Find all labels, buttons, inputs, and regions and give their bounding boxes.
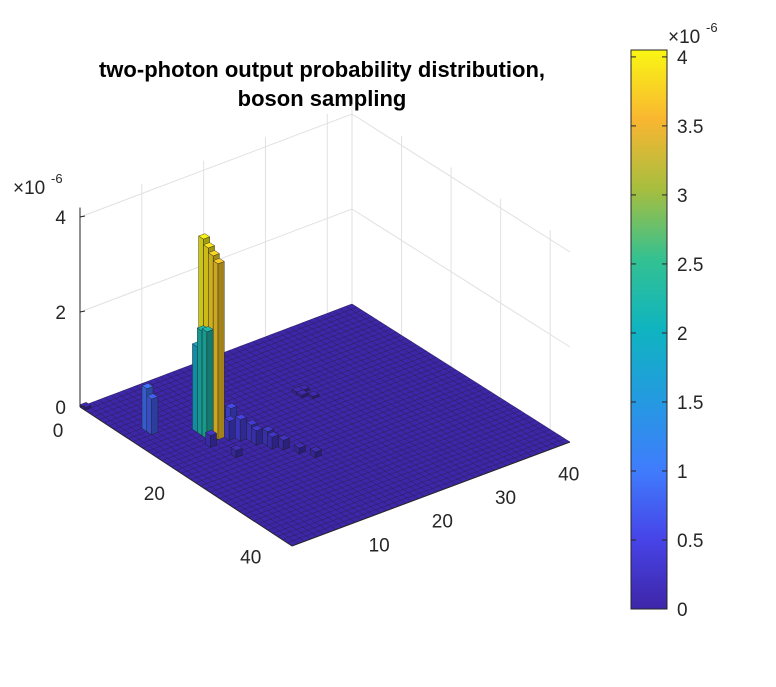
colorbar-scale: ×10 (668, 27, 700, 48)
bar-top-face (307, 390, 320, 397)
y-tick-label: 10 (369, 535, 390, 556)
bar-side-face (206, 329, 214, 440)
bar-top-face (245, 419, 258, 426)
bar-top-face (296, 389, 309, 396)
bar (293, 442, 306, 455)
bar-front-face (146, 395, 152, 436)
bar-front-face (246, 421, 252, 443)
colorbar-tick-label: 2.5 (677, 255, 703, 276)
bar (250, 425, 263, 446)
bar-top-face (207, 250, 220, 257)
bar-top-face (277, 434, 290, 441)
colorbar-tick-label: 3.5 (677, 117, 703, 138)
bar-front-face (201, 328, 208, 440)
y-tick-label: 40 (558, 464, 579, 485)
bar-side-face (217, 261, 225, 440)
bar-group (79, 233, 322, 459)
x-tick-label: 20 (144, 484, 165, 505)
z-tick-mark (79, 215, 86, 218)
z-tick-label: 2 (55, 303, 66, 324)
bar-top-face (201, 326, 214, 333)
bar-top-face (261, 425, 274, 432)
bar (309, 446, 322, 459)
bar (277, 434, 290, 451)
z-tick-label: 4 (55, 208, 66, 229)
z-tick-label: 0 (55, 398, 66, 419)
colorbar-scale-exponent: -6 (706, 20, 718, 35)
bar-top-face (309, 446, 322, 453)
axis-lines (79, 207, 571, 547)
colorbar-scale-base: 10 (679, 27, 700, 48)
bar-side-face (151, 396, 159, 435)
z-scale-factor: ×10 -6 (13, 171, 63, 199)
bar-top-face (146, 393, 159, 400)
colorbar-tick-label: 2 (677, 324, 688, 345)
bar-front-face (141, 385, 148, 432)
z-scale-exponent: -6 (51, 171, 63, 186)
colorbar-tick-label: 1.5 (677, 393, 703, 414)
bar-top-face (225, 402, 238, 409)
colorbar-gradient (630, 49, 668, 610)
title-line-1: two-photon output probability distributi… (99, 57, 545, 82)
y-tick-label: 30 (495, 488, 516, 509)
y-axis-line (291, 441, 571, 547)
colorbar-tick-label: 0.5 (677, 531, 703, 552)
bar (296, 389, 309, 399)
bar (212, 258, 225, 440)
bar-side-face (228, 418, 236, 441)
bar (146, 393, 159, 436)
colorbar-tick-label: 3 (677, 186, 688, 207)
bar-top-face (223, 415, 236, 422)
bar-side-face (239, 417, 247, 442)
bar (230, 444, 243, 459)
colorbar-times-sign: × (668, 27, 679, 48)
chart-title: two-photon output probability distributi… (99, 57, 545, 111)
bar (205, 429, 218, 448)
z-scale-base: 10 (24, 178, 45, 199)
bar-top-face (205, 429, 218, 436)
z-tick-mark (79, 310, 86, 313)
y-tick-label: 20 (432, 512, 453, 533)
colorbar-tick-label: 4 (677, 48, 688, 69)
x-tick-label: 40 (240, 547, 261, 568)
axes-grid (79, 104, 571, 443)
bar (307, 390, 320, 400)
bar-front-face (224, 417, 230, 441)
bar-top-face (293, 442, 306, 449)
z-times-sign: × (13, 178, 24, 199)
svg-text:×10: ×10 (13, 178, 45, 199)
z-tick-mark (79, 405, 86, 408)
bar-top-face (250, 425, 263, 432)
colorbar: 0 0.5 1 1.5 2 2.5 3 3.5 4 ×10 -6 (630, 20, 718, 621)
bar-top-face (234, 414, 247, 421)
bar-top-face (203, 242, 216, 249)
bar-top-face (230, 444, 243, 451)
bar-top-face (266, 431, 279, 438)
bar (201, 326, 214, 440)
bar (223, 415, 236, 441)
bar-front-face (235, 416, 241, 442)
x-tick-label: 0 (53, 421, 64, 442)
bar-side-face (255, 428, 263, 446)
bar-front-face (212, 260, 219, 440)
bar-front-face (192, 343, 198, 433)
title-line-2: boson sampling (238, 86, 407, 111)
bar (234, 414, 247, 442)
colorbar-tick-label: 1 (677, 462, 688, 483)
bar-top-face (141, 383, 154, 390)
bar-top-face (212, 258, 225, 265)
bar-front-face (197, 327, 203, 436)
bar-top-face (198, 233, 211, 240)
x-axis-line (79, 406, 293, 547)
grid-line (79, 113, 571, 253)
bar (266, 431, 279, 450)
colorbar-tick-label: 0 (677, 600, 688, 621)
colorbar-ticks: 0 0.5 1 1.5 2 2.5 3 3.5 4 (631, 48, 703, 621)
